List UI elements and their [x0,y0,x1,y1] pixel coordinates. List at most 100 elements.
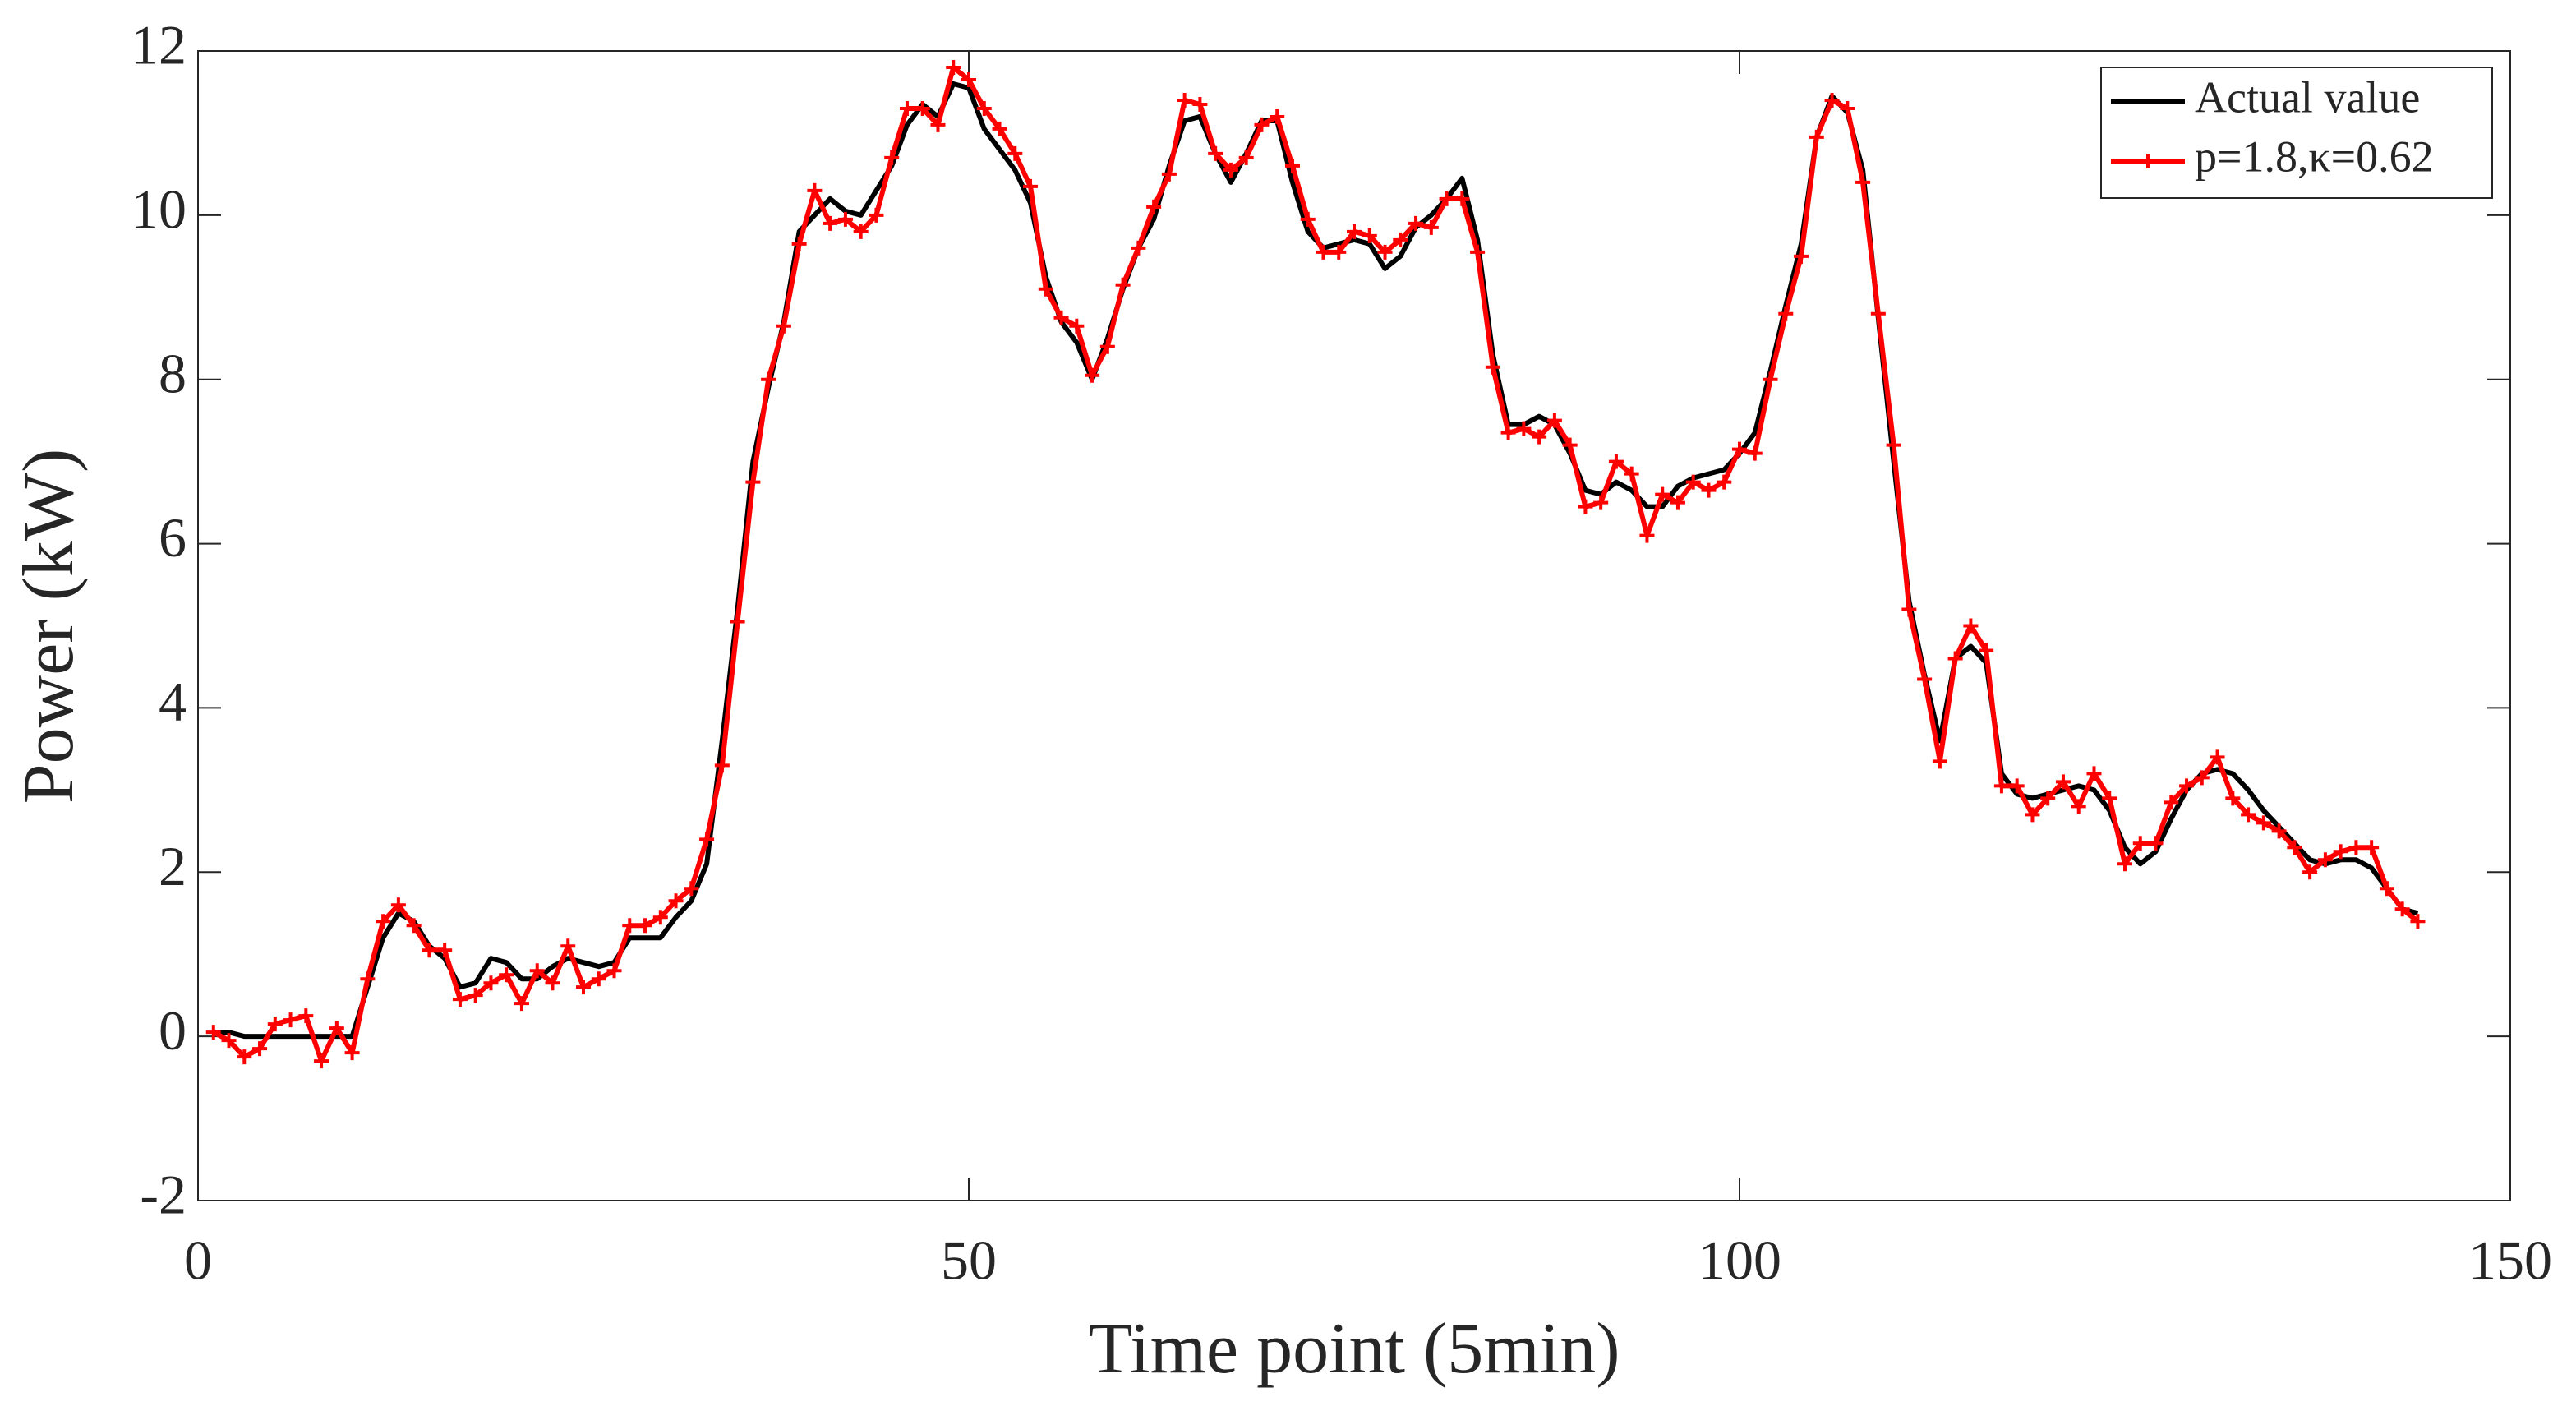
plus-marker [606,963,622,979]
plus-marker [1316,244,1331,260]
plus-marker [1763,371,1778,387]
y-tick-label: 4 [159,671,187,733]
plus-marker [1408,215,1424,231]
plus-marker [591,971,606,987]
plus-marker [1377,244,1393,260]
plus-marker [221,1033,237,1049]
plus-marker [1917,671,1933,687]
plus-marker [1593,495,1609,510]
plus-marker [1546,413,1562,428]
plus-marker [1485,359,1500,375]
plus-marker [992,121,1007,136]
plus-marker [1454,191,1470,206]
plus-marker [1855,174,1871,190]
plus-marker [1562,437,1578,453]
plus-marker [976,100,992,116]
plus-marker [1331,244,1347,260]
legend-box [2100,67,2493,199]
plot-area [197,50,2511,1201]
plus-marker [1608,454,1624,469]
plus-marker [684,881,699,897]
plus-marker [2040,791,2056,806]
y-tick-label: 6 [159,506,187,569]
plus-marker [884,150,900,165]
plus-marker [1069,318,1085,334]
plus-marker [2317,852,2333,868]
plus-marker [1423,219,1439,235]
plus-marker [1624,466,1639,482]
plus-marker [1099,339,1115,354]
plus-marker [1115,277,1131,293]
plus-marker [1131,240,1146,256]
plus-marker [2055,774,2071,790]
plus-marker [638,918,653,934]
plus-marker [2009,778,2025,794]
plus-marker [730,614,745,629]
plus-marker [1085,367,1100,383]
plus-marker [1578,499,1593,514]
plus-marker [545,975,560,991]
plus-marker [529,963,545,979]
plus-marker [283,1012,298,1028]
plus-marker [1670,495,1685,510]
legend-marker [2141,154,2155,168]
plus-marker [915,100,930,116]
plus-marker [298,1008,314,1024]
plus-marker [2271,823,2287,839]
plus-marker [1732,441,1747,457]
plus-marker [791,236,807,251]
plus-marker [1270,108,1285,124]
plus-marker [1007,145,1023,161]
plus-marker [252,1041,268,1057]
plus-marker [1238,150,1254,165]
x-tick-label: 150 [2468,1229,2552,1292]
plus-marker [2287,840,2302,855]
y-tick-label: 0 [159,999,187,1062]
plus-marker [1963,618,1979,634]
plus-marker [1979,643,1994,658]
plus-marker [1516,421,1532,436]
plus-marker [837,211,853,227]
plus-marker [329,1021,344,1036]
plus-marker [1254,117,1270,132]
plus-marker [1685,474,1701,490]
plus-marker [390,897,406,913]
plus-marker [2364,840,2380,855]
plus-marker [437,943,453,958]
plus-marker [483,975,499,991]
plus-marker [1439,191,1454,206]
plus-marker [499,967,514,983]
plus-marker [1655,486,1670,502]
plus-marker [267,1017,283,1032]
plus-marker [1639,528,1655,543]
plus-marker [946,59,961,75]
y-tick-label: 2 [159,835,187,897]
plus-marker [205,1025,221,1040]
plus-marker [823,215,838,231]
plus-marker [1023,178,1039,194]
plus-marker [776,318,791,334]
plus-marker [1208,145,1223,161]
plus-marker [1809,129,1824,145]
plus-marker [1794,248,1809,264]
plus-marker [1470,244,1486,260]
plus-marker [1347,224,1362,239]
plus-marker [761,371,776,387]
x-axis-label: Time point (5min) [1088,1309,1620,1389]
plus-marker [1053,310,1069,325]
y-tick-label: 8 [159,342,187,404]
y-tick-label: 10 [131,178,187,240]
plus-marker [1393,232,1408,247]
plus-marker [1223,162,1238,178]
plus-marker [2164,795,2179,810]
y-tick-label: -2 [140,1164,187,1226]
plus-marker [1901,602,1917,617]
x-tick-label: 50 [941,1229,997,1292]
plus-marker [344,1045,360,1061]
plus-marker [1778,306,1794,321]
plus-marker [2025,807,2040,823]
plus-marker [2241,807,2256,823]
plus-marker [1192,96,1208,112]
